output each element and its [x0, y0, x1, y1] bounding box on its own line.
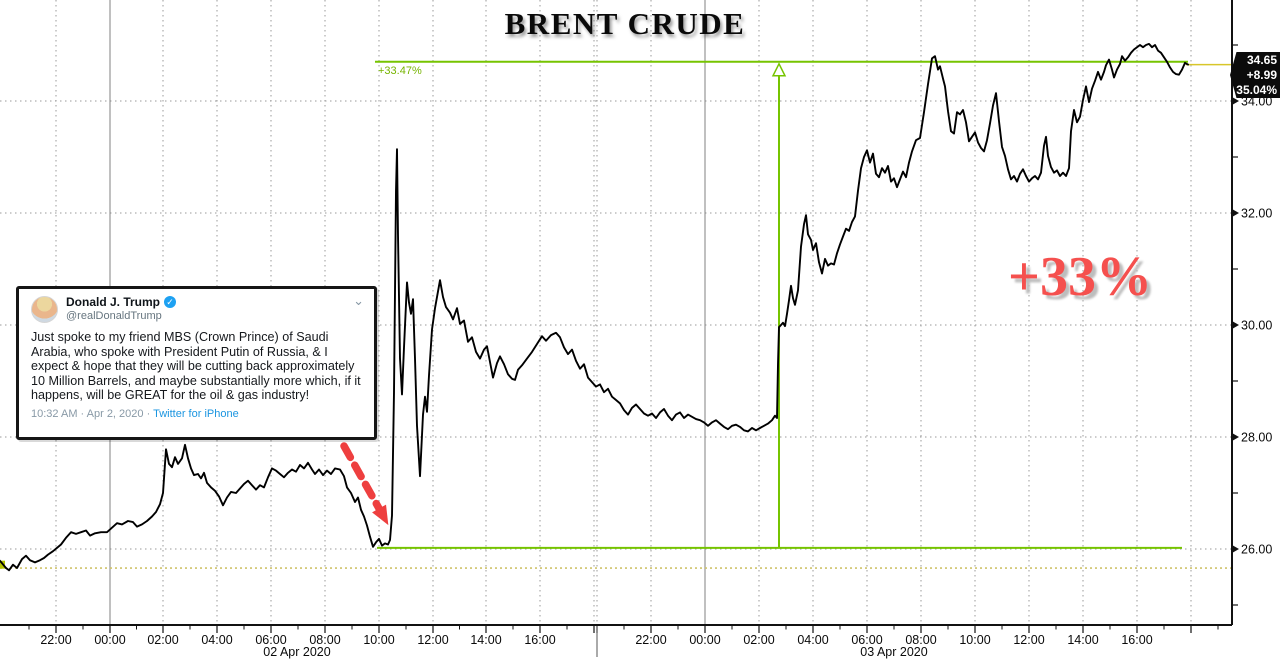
- x-tick-label: 00:00: [94, 633, 125, 647]
- tweet-body-text: Just spoke to my friend MBS (Crown Princ…: [31, 330, 361, 403]
- x-tick-label: 08:00: [309, 633, 340, 647]
- tweet-card: Donald J. Trump ✓ @realDonaldTrump ⌄ Jus…: [16, 286, 377, 440]
- y-tick-label: 32.00: [1241, 207, 1272, 221]
- red-arrowhead-icon: [372, 504, 389, 526]
- net-change-value: +8.99: [1246, 68, 1277, 82]
- y-tick-label: 28.00: [1241, 431, 1272, 445]
- chevron-down-icon[interactable]: ⌄: [353, 293, 364, 308]
- x-tick-label: 22:00: [40, 633, 71, 647]
- chart-title: BRENT CRUDE: [504, 6, 746, 41]
- verified-badge-icon: ✓: [164, 296, 177, 308]
- x-tick-label: 06:00: [851, 633, 882, 647]
- x-tick-label: 16:00: [1121, 633, 1152, 647]
- y-tick-label: 30.00: [1241, 319, 1272, 333]
- red-dashed-arrow: [340, 442, 385, 516]
- y-tick-label: 34.00: [1241, 95, 1272, 109]
- x-date-label: 03 Apr 2020: [860, 645, 927, 659]
- price-line-series: [0, 42, 1189, 572]
- x-tick-label: 22:00: [635, 633, 666, 647]
- x-tick-label: 06:00: [255, 633, 286, 647]
- tweet-timestamp: 10:32 AM · Apr 2, 2020 ·: [31, 407, 154, 420]
- x-tick-label: 12:00: [417, 633, 448, 647]
- y-tick-arrow-icon: [1232, 545, 1239, 553]
- tweet-author-handle: @realDonaldTrump: [66, 310, 162, 322]
- x-tick-label: 04:00: [797, 633, 828, 647]
- pct-change-value: 35.04%: [1236, 83, 1277, 97]
- measure-percent-label: +33.47%: [378, 64, 422, 77]
- x-tick-label: 04:00: [201, 633, 232, 647]
- tweet-footer: 10:32 AM · Apr 2, 2020 · Twitter for iPh…: [31, 408, 364, 420]
- x-tick-label: 02:00: [743, 633, 774, 647]
- tweet-author-block: Donald J. Trump ✓ @realDonaldTrump: [66, 296, 353, 322]
- x-tick-label: 12:00: [1013, 633, 1044, 647]
- y-tick-arrow-icon: [1232, 209, 1239, 217]
- x-tick-label: 02:00: [147, 633, 178, 647]
- big-percent-annotation: +33%: [1008, 246, 1152, 308]
- x-tick-label: 10:00: [959, 633, 990, 647]
- trump-avatar: [31, 296, 58, 323]
- tweet-header: Donald J. Trump ✓ @realDonaldTrump ⌄: [31, 293, 364, 323]
- x-tick-label: 14:00: [470, 633, 501, 647]
- x-date-label: 02 Apr 2020: [263, 645, 330, 659]
- y-tick-arrow-icon: [1232, 433, 1239, 441]
- tweet-author-name: Donald J. Trump: [66, 295, 161, 309]
- y-tick-label: 26.00: [1241, 543, 1272, 557]
- x-tick-label: 08:00: [905, 633, 936, 647]
- x-tick-label: 00:00: [689, 633, 720, 647]
- x-tick-label: 10:00: [363, 633, 394, 647]
- y-tick-arrow-icon: [1232, 321, 1239, 329]
- x-tick-label: 16:00: [524, 633, 555, 647]
- up-triangle-marker-icon: [771, 62, 787, 77]
- x-tick-label: 14:00: [1067, 633, 1098, 647]
- last-price-flag: 34.65 +8.99 35.04%: [1230, 52, 1280, 98]
- tweet-source-link[interactable]: Twitter for iPhone: [153, 407, 239, 420]
- y-tick-arrow-icon: [1232, 97, 1239, 105]
- last-price-value: 34.65: [1246, 53, 1277, 67]
